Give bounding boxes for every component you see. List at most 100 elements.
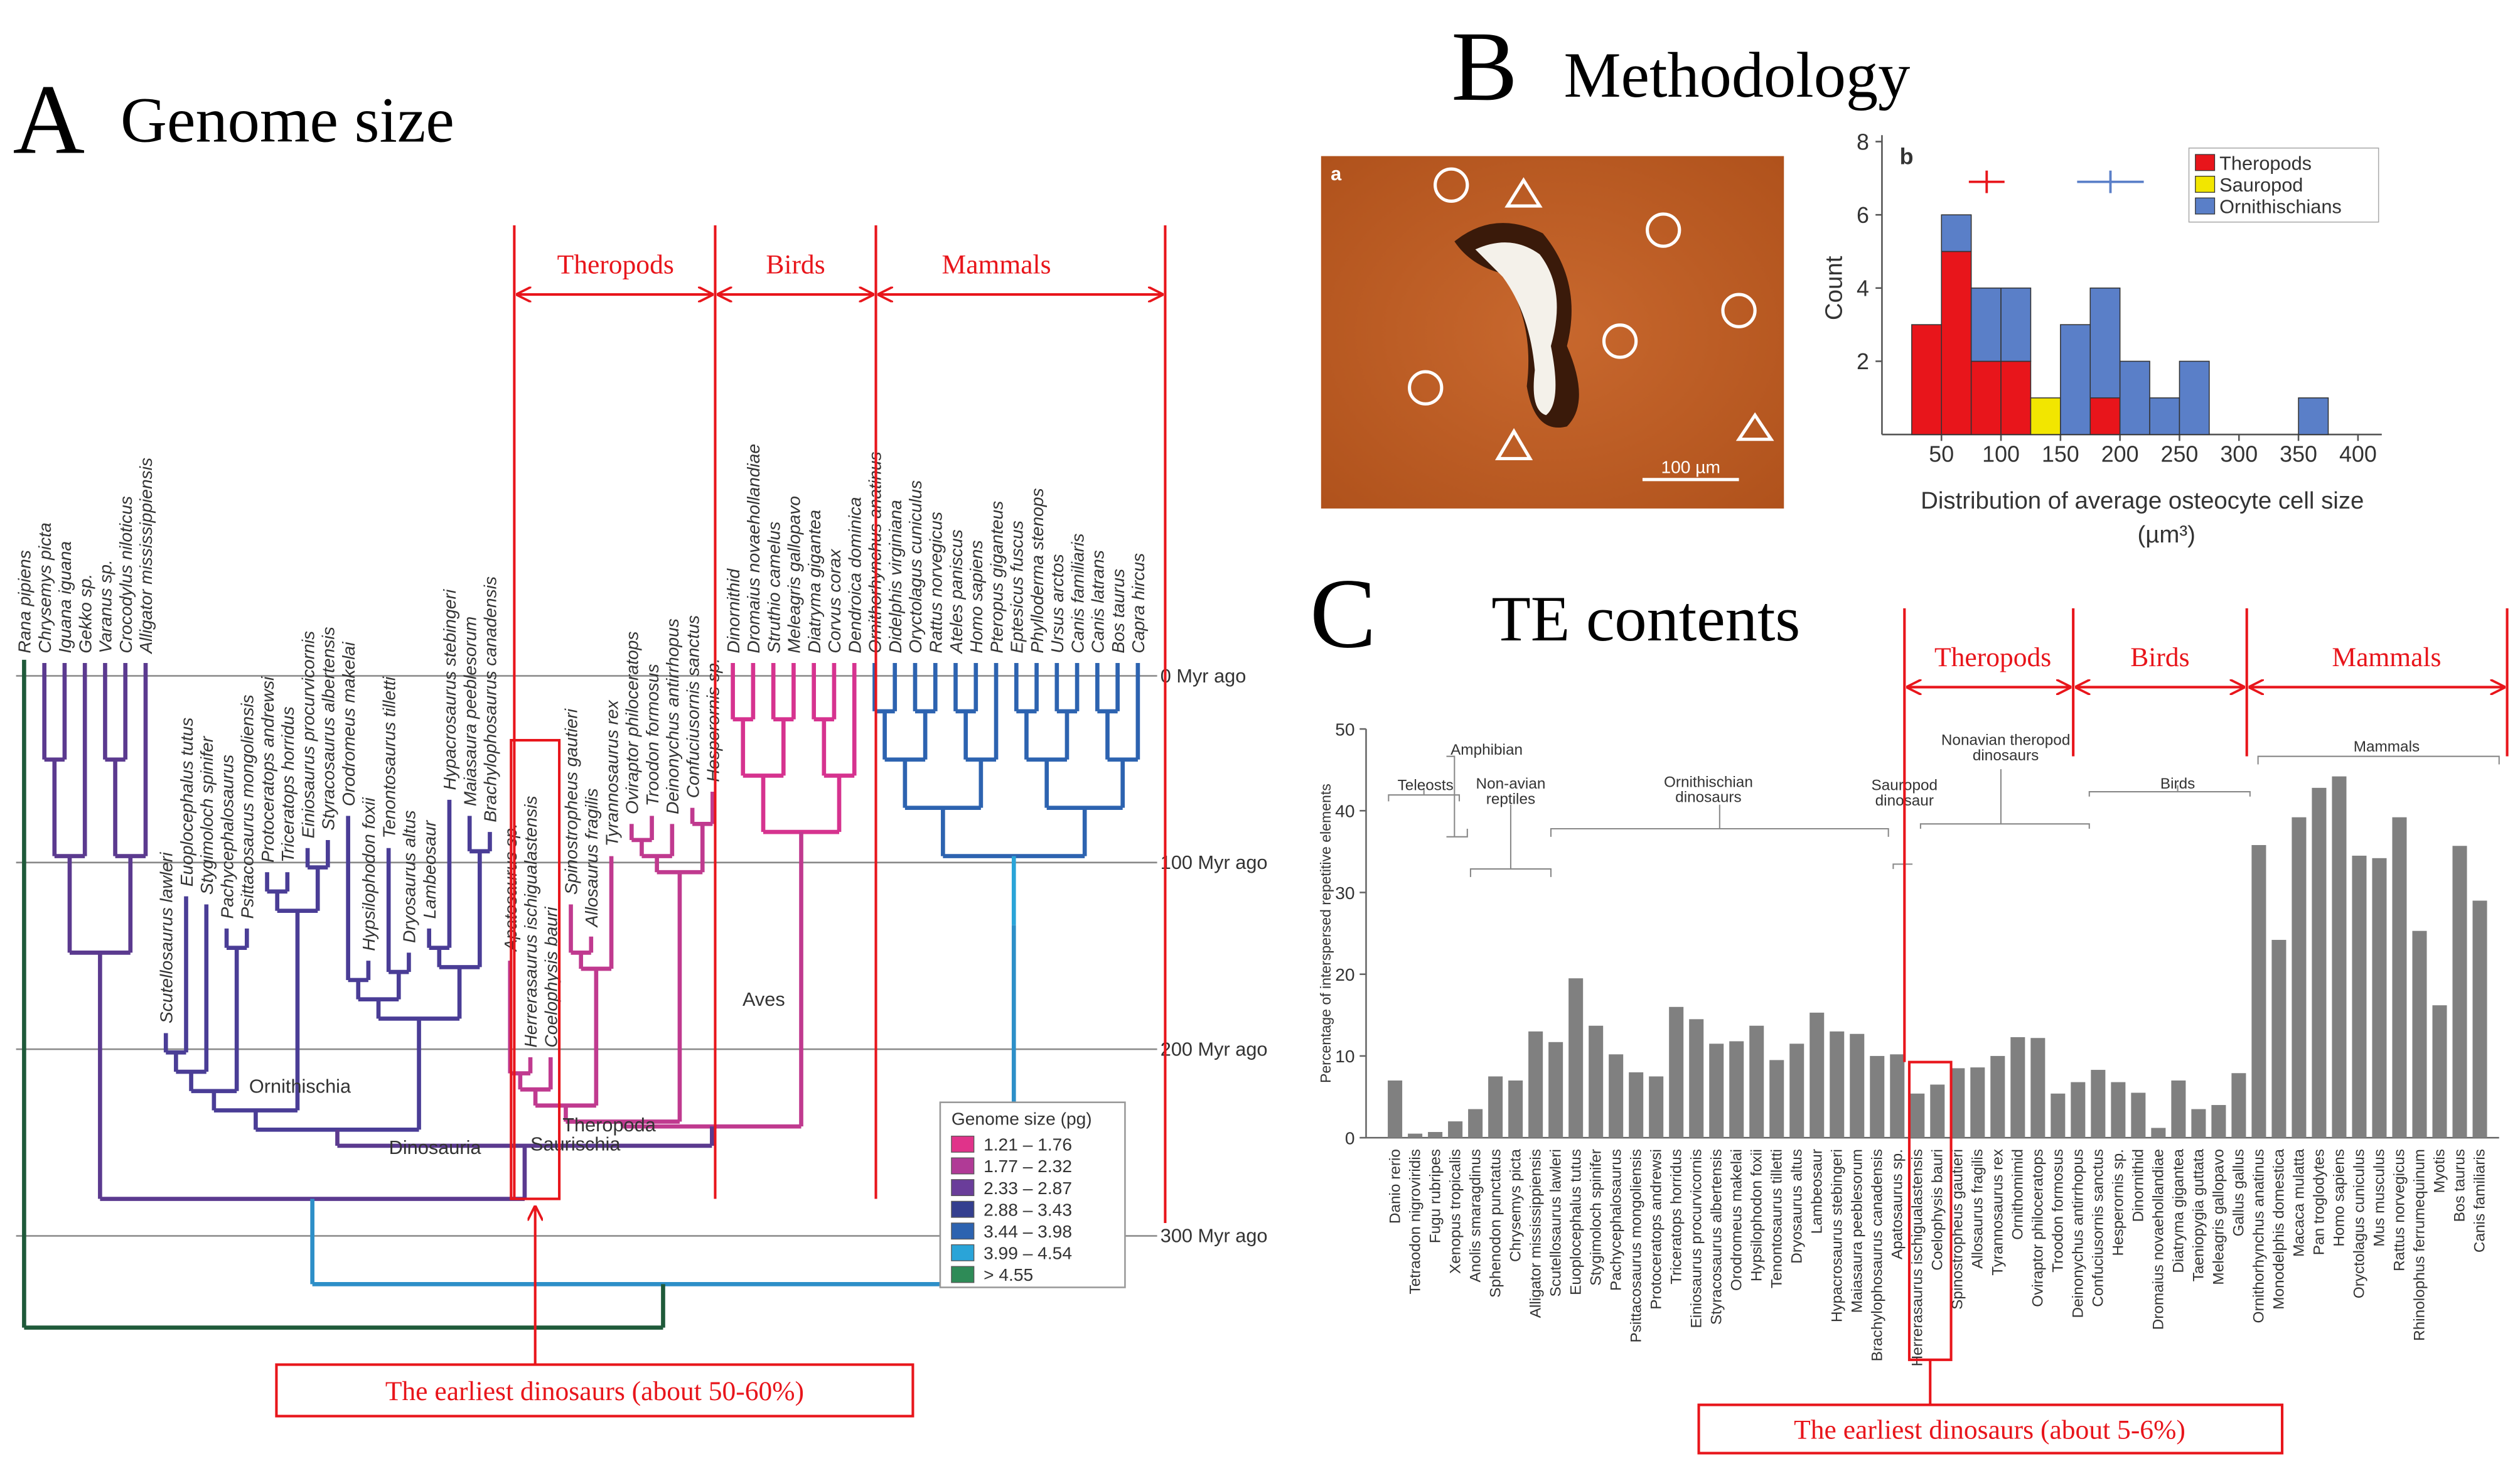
legend-box — [2188, 148, 2379, 223]
x-tick-label: Xenopus tropicalis — [1447, 1149, 1464, 1274]
bar — [2131, 1092, 2146, 1138]
species-label: Crocodylus niloticus — [115, 496, 136, 654]
species-label: Eptesicus fuscus — [1007, 520, 1027, 653]
species-label: Varanus sp. — [95, 559, 115, 653]
x-tick-label: Homo sapiens — [2331, 1149, 2348, 1247]
x-tick-label: Allosaurus fragilis — [1969, 1149, 1986, 1269]
bar — [1609, 1054, 1624, 1138]
x-tick-label: 100 — [1982, 442, 2020, 467]
taxa-label: reptiles — [1486, 790, 1535, 807]
bar — [2000, 288, 2032, 362]
x-tick-label: Pan troglodytes — [2311, 1149, 2328, 1255]
bar — [1448, 1121, 1463, 1138]
legend-swatch — [2195, 154, 2216, 171]
species-label: Struthio camelus — [763, 522, 783, 654]
panel-title: TE contents — [1491, 584, 1800, 655]
legend-label: > 4.55 — [984, 1264, 1033, 1285]
x-tick-label: Bos taurus — [2452, 1149, 2469, 1222]
bar — [1528, 1031, 1543, 1138]
x-tick-label: Rattus norvegicus — [2391, 1149, 2408, 1271]
x-tick-label: Brachylophosaurus canadensis — [1869, 1149, 1885, 1361]
y-tick-label: 20 — [1335, 964, 1354, 984]
bar — [2251, 844, 2266, 1138]
bar — [2071, 1082, 2086, 1138]
x-tick-label: Apatosaurus sp. — [1889, 1149, 1906, 1259]
y-tick-label: 0 — [1345, 1128, 1355, 1148]
taxa-label: Nonavian theropod — [1941, 732, 2070, 749]
x-tick-label: Meleagris gallopavo — [2211, 1149, 2228, 1285]
x-tick-label: 50 — [1929, 442, 1954, 467]
bar — [2089, 288, 2121, 399]
x-tick-label: Ornithomimid — [2010, 1149, 2027, 1240]
legend-swatch — [2195, 197, 2216, 215]
x-tick-label: Canis familiaris — [2472, 1149, 2489, 1253]
bar — [2292, 817, 2307, 1138]
y-axis-label: Count — [1820, 256, 1847, 320]
clade-label: Ornithischia — [249, 1075, 351, 1097]
x-tick-label: Tetraodon nigroviridis — [1407, 1149, 1424, 1294]
species-label: Orodromeus makelai — [338, 642, 358, 806]
x-tick-label: Macaca mulatta — [2291, 1149, 2308, 1257]
bar — [2332, 776, 2347, 1138]
species-label: Phylloderma stenops — [1027, 488, 1047, 653]
bar — [1890, 1054, 1905, 1138]
x-tick-label: Herrerasaurus ischigualastensis — [1909, 1149, 1926, 1366]
species-label: Rattus norvegicus — [926, 512, 946, 654]
bar — [1970, 360, 2002, 435]
bar — [1589, 1025, 1604, 1138]
legend-swatch — [951, 1135, 975, 1153]
annotation-lines — [1697, 608, 2509, 1455]
group-label: Birds — [766, 250, 825, 280]
species-label: Capra hircus — [1128, 553, 1148, 654]
species-label: Iguana iguana — [55, 541, 75, 654]
panel-label: b — [1900, 144, 1914, 169]
bar — [2010, 1037, 2025, 1138]
legend-swatch — [951, 1222, 975, 1240]
species-label: Dromaius novaehollandiae — [743, 444, 763, 654]
panel-letter: B — [1451, 11, 1518, 122]
bar — [1508, 1080, 1523, 1138]
x-tick-label: Psittacosaurus mongoliensis — [1627, 1149, 1644, 1342]
bar — [1911, 324, 1943, 435]
species-label: Bos taurus — [1108, 569, 1128, 654]
bar — [2051, 1093, 2066, 1138]
species-label: Triceratops horridus — [277, 706, 298, 863]
bar-chart: 0 10 20 30 40 50 Percentage of interspersed re… — [1317, 719, 2499, 1366]
bar — [2472, 900, 2487, 1138]
x-tick-label: Protoceratops andrewsi — [1648, 1149, 1665, 1310]
x-tick-label: Diatryma gigantea — [2170, 1149, 2187, 1273]
species-label: Dryosaurus altus — [399, 811, 419, 943]
species-label: Deinonychus antirrhopus — [662, 618, 682, 814]
species-label: Pachycephalosaurus — [217, 755, 237, 919]
annotation-lines — [275, 225, 1167, 1418]
legend-label: Ornithischians — [2219, 196, 2342, 218]
x-axis-label: Distribution of average osteocyte cell s… — [1921, 487, 2364, 514]
species-label: Chrysemys picta — [35, 522, 55, 653]
time-label: 0 Myr ago — [1161, 665, 1247, 687]
x-tick-label: Chrysemys picta — [1507, 1149, 1524, 1262]
x-tick-label: Deinonychus antirrhopus — [2070, 1149, 2087, 1318]
species-label: Coelophysis bauri — [541, 907, 561, 1048]
y-tick-label: 8 — [1857, 129, 1869, 154]
bar — [1388, 1080, 1403, 1138]
species-label: Euoplocephalus tutus — [176, 718, 196, 887]
x-tick-label: Styracosaurus albertensis — [1708, 1149, 1725, 1325]
species-label: Ursus arctos — [1047, 554, 1067, 653]
note: The earliest dinosaurs (about 5-6%) — [1794, 1415, 2185, 1445]
y-tick-label: 30 — [1335, 883, 1354, 903]
group-label: Theropods — [1934, 642, 2051, 672]
species-label: Oryctolagus cuniculus — [905, 480, 925, 654]
legend-swatch — [951, 1200, 975, 1218]
x-tick-label: Confuciusornis sanctus — [2090, 1149, 2107, 1307]
bar — [1689, 1019, 1704, 1138]
bar — [2000, 360, 2032, 435]
x-tick-label: Dromaius novaehollandiae — [2150, 1149, 2167, 1330]
photo-label: a — [1331, 163, 1342, 185]
bar — [2352, 855, 2367, 1138]
time-label: 300 Myr ago — [1161, 1225, 1268, 1247]
x-tick-label: Triceratops horridus — [1668, 1149, 1685, 1285]
clade-label: Dinosauria — [389, 1136, 482, 1158]
x-tick-label: 150 — [2042, 442, 2079, 467]
x-tick-label: Danio rerio — [1386, 1149, 1403, 1224]
bar — [1850, 1033, 1865, 1138]
